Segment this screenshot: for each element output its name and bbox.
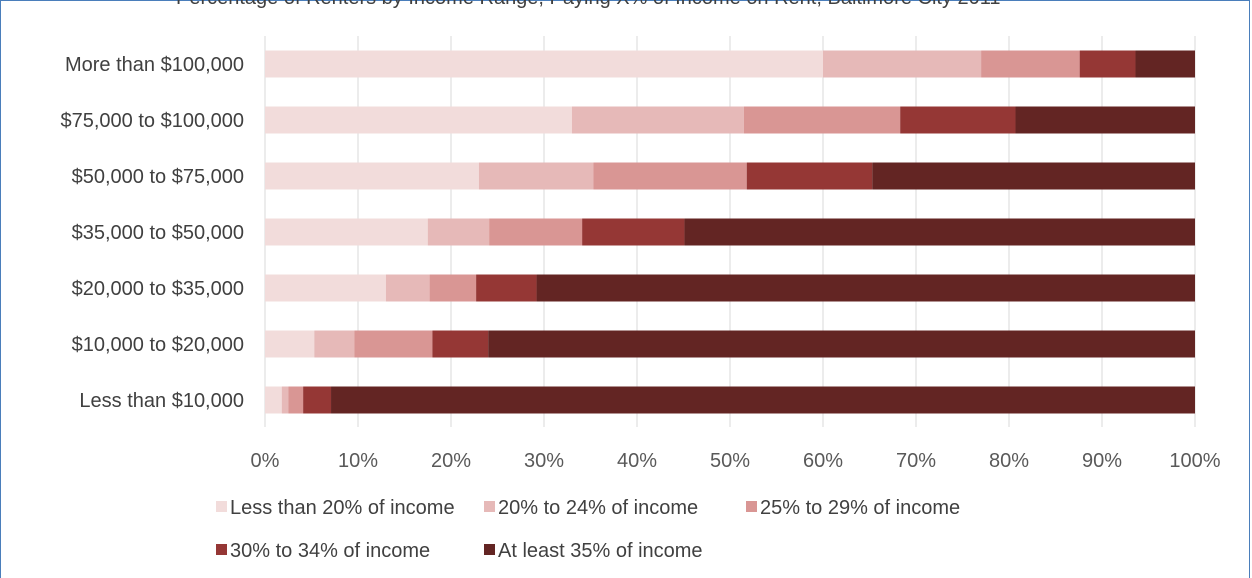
category-label: Less than $10,000	[79, 390, 244, 412]
bar-segment	[684, 218, 1195, 246]
legend-label: At least 35% of income	[498, 540, 703, 562]
x-tick-label: 20%	[431, 450, 471, 472]
legend-swatch	[484, 501, 495, 512]
legend: Less than 20% of income 20% to 24% of inc…	[216, 497, 960, 562]
x-tick-label: 80%	[989, 450, 1029, 472]
legend-label: 30% to 34% of income	[230, 540, 430, 562]
bar-segment	[743, 106, 901, 134]
bar-segment	[489, 218, 583, 246]
legend-swatch	[484, 544, 495, 555]
bars	[265, 50, 1195, 414]
bar-segment	[900, 106, 1016, 134]
bar-segment	[1015, 106, 1195, 134]
bar-segment	[281, 386, 289, 414]
x-tick-label: 30%	[524, 450, 564, 472]
category-labels: More than $100,000 $75,000 to $100,000 $50…	[60, 54, 244, 412]
category-label: $10,000 to $20,000	[72, 334, 244, 356]
x-tick-label: 10%	[338, 450, 378, 472]
bar-segment	[331, 386, 1195, 414]
bar-segment	[823, 50, 982, 78]
bar-segment	[582, 218, 685, 246]
bar-segment	[476, 274, 537, 302]
bar-segment	[314, 330, 355, 358]
legend-swatch	[216, 544, 227, 555]
bar-segment	[265, 218, 428, 246]
x-tick-label: 100%	[1169, 450, 1220, 472]
x-tick-label: 70%	[896, 450, 936, 472]
legend-label: 25% to 29% of income	[760, 497, 960, 519]
x-tick-label: 50%	[710, 450, 750, 472]
legend-label: 20% to 24% of income	[498, 497, 698, 519]
bar-segment	[288, 386, 304, 414]
bar-segment	[571, 106, 744, 134]
bar-segment	[1135, 50, 1195, 78]
category-label: $35,000 to $50,000	[72, 222, 244, 244]
bar-segment	[354, 330, 433, 358]
bar-segment	[1079, 50, 1136, 78]
legend-label: Less than 20% of income	[230, 497, 455, 519]
bar-segment	[265, 274, 386, 302]
bar-segment	[478, 162, 594, 190]
x-tick-label: 0%	[251, 450, 280, 472]
category-label: $75,000 to $100,000	[60, 110, 244, 132]
bar-segment	[265, 386, 282, 414]
chart-title: Percentage of Renters by Income Range, P…	[176, 0, 1001, 10]
bar-segment	[265, 330, 315, 358]
bar-segment	[385, 274, 430, 302]
bar-segment	[303, 386, 332, 414]
category-label: More than $100,000	[65, 54, 244, 76]
x-tick-label: 90%	[1082, 450, 1122, 472]
x-tick-label: 40%	[617, 450, 657, 472]
bar-segment	[746, 162, 873, 190]
x-tick-label: 60%	[803, 450, 843, 472]
bar-segment	[265, 162, 479, 190]
bar-segment	[429, 274, 477, 302]
bar-segment	[488, 330, 1195, 358]
legend-swatch	[216, 501, 227, 512]
bar-segment	[265, 106, 572, 134]
bar-segment	[427, 218, 490, 246]
bar-segment	[265, 50, 823, 78]
category-label: $20,000 to $35,000	[72, 278, 244, 300]
legend-swatch	[746, 501, 757, 512]
bar-segment	[872, 162, 1195, 190]
bar-segment	[593, 162, 747, 190]
bar-segment	[981, 50, 1080, 78]
bar-segment	[536, 274, 1195, 302]
category-label: $50,000 to $75,000	[72, 166, 244, 188]
x-axis-ticks: 0% 10% 20% 30% 40% 50% 60% 70% 80% 90% 100%	[251, 450, 1221, 472]
bar-segment	[432, 330, 489, 358]
